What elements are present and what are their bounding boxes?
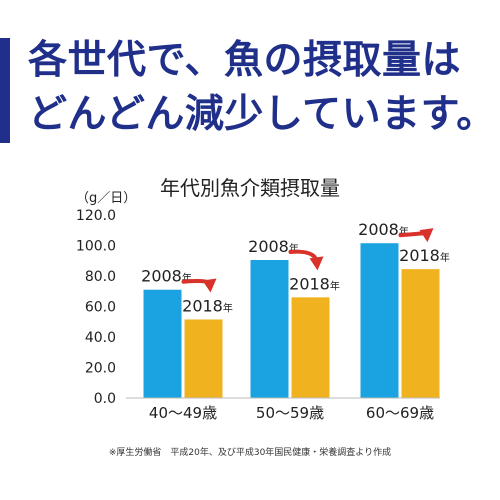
- y-axis-unit: （g／日）: [76, 191, 137, 206]
- source-note: ※厚生労働省 平成20年、及び平成30年国民健康・栄養調査より作成: [108, 448, 392, 458]
- bar-2008: [360, 243, 399, 398]
- headline: 各世代で、魚の摂取量は どんどん減少しています。: [28, 34, 498, 142]
- headline-line-2: どんどん減少しています。: [28, 92, 496, 137]
- x-category-label: 60～69歳: [366, 404, 434, 422]
- series-label-2018: 2018年: [182, 296, 233, 315]
- y-tick-label: 20.0: [85, 361, 116, 377]
- series-label-2008: 2008年: [141, 267, 192, 286]
- x-category-label: 50～59歳: [256, 404, 324, 422]
- y-tick-label: 120.0: [76, 208, 116, 224]
- y-tick-label: 0.0: [94, 391, 116, 407]
- y-tick-label: 80.0: [85, 269, 116, 285]
- bar-2018: [291, 297, 330, 398]
- series-label-2008: 2008年: [248, 237, 299, 256]
- bar-2018: [184, 319, 223, 398]
- bar-2008: [250, 259, 289, 398]
- x-category-label: 40～49歳: [149, 404, 217, 422]
- y-tick-label: 100.0: [76, 239, 116, 255]
- arrow-head-icon: [202, 278, 217, 293]
- series-label-2018: 2018年: [289, 274, 340, 293]
- y-tick-label: 40.0: [85, 330, 116, 346]
- arrow-head-icon: [419, 228, 434, 243]
- bar-2018: [401, 269, 440, 398]
- chart-title: 年代別魚介類摂取量: [160, 176, 340, 200]
- series-label-2008: 2008年: [358, 220, 409, 239]
- y-tick-label: 60.0: [85, 300, 116, 316]
- headline-line-1: 各世代で、魚の摂取量は: [28, 38, 461, 83]
- series-label-2018: 2018年: [399, 246, 450, 265]
- headline-accent-bar: [0, 38, 10, 143]
- arrow-head-icon: [309, 256, 324, 271]
- bar-2008: [143, 289, 182, 398]
